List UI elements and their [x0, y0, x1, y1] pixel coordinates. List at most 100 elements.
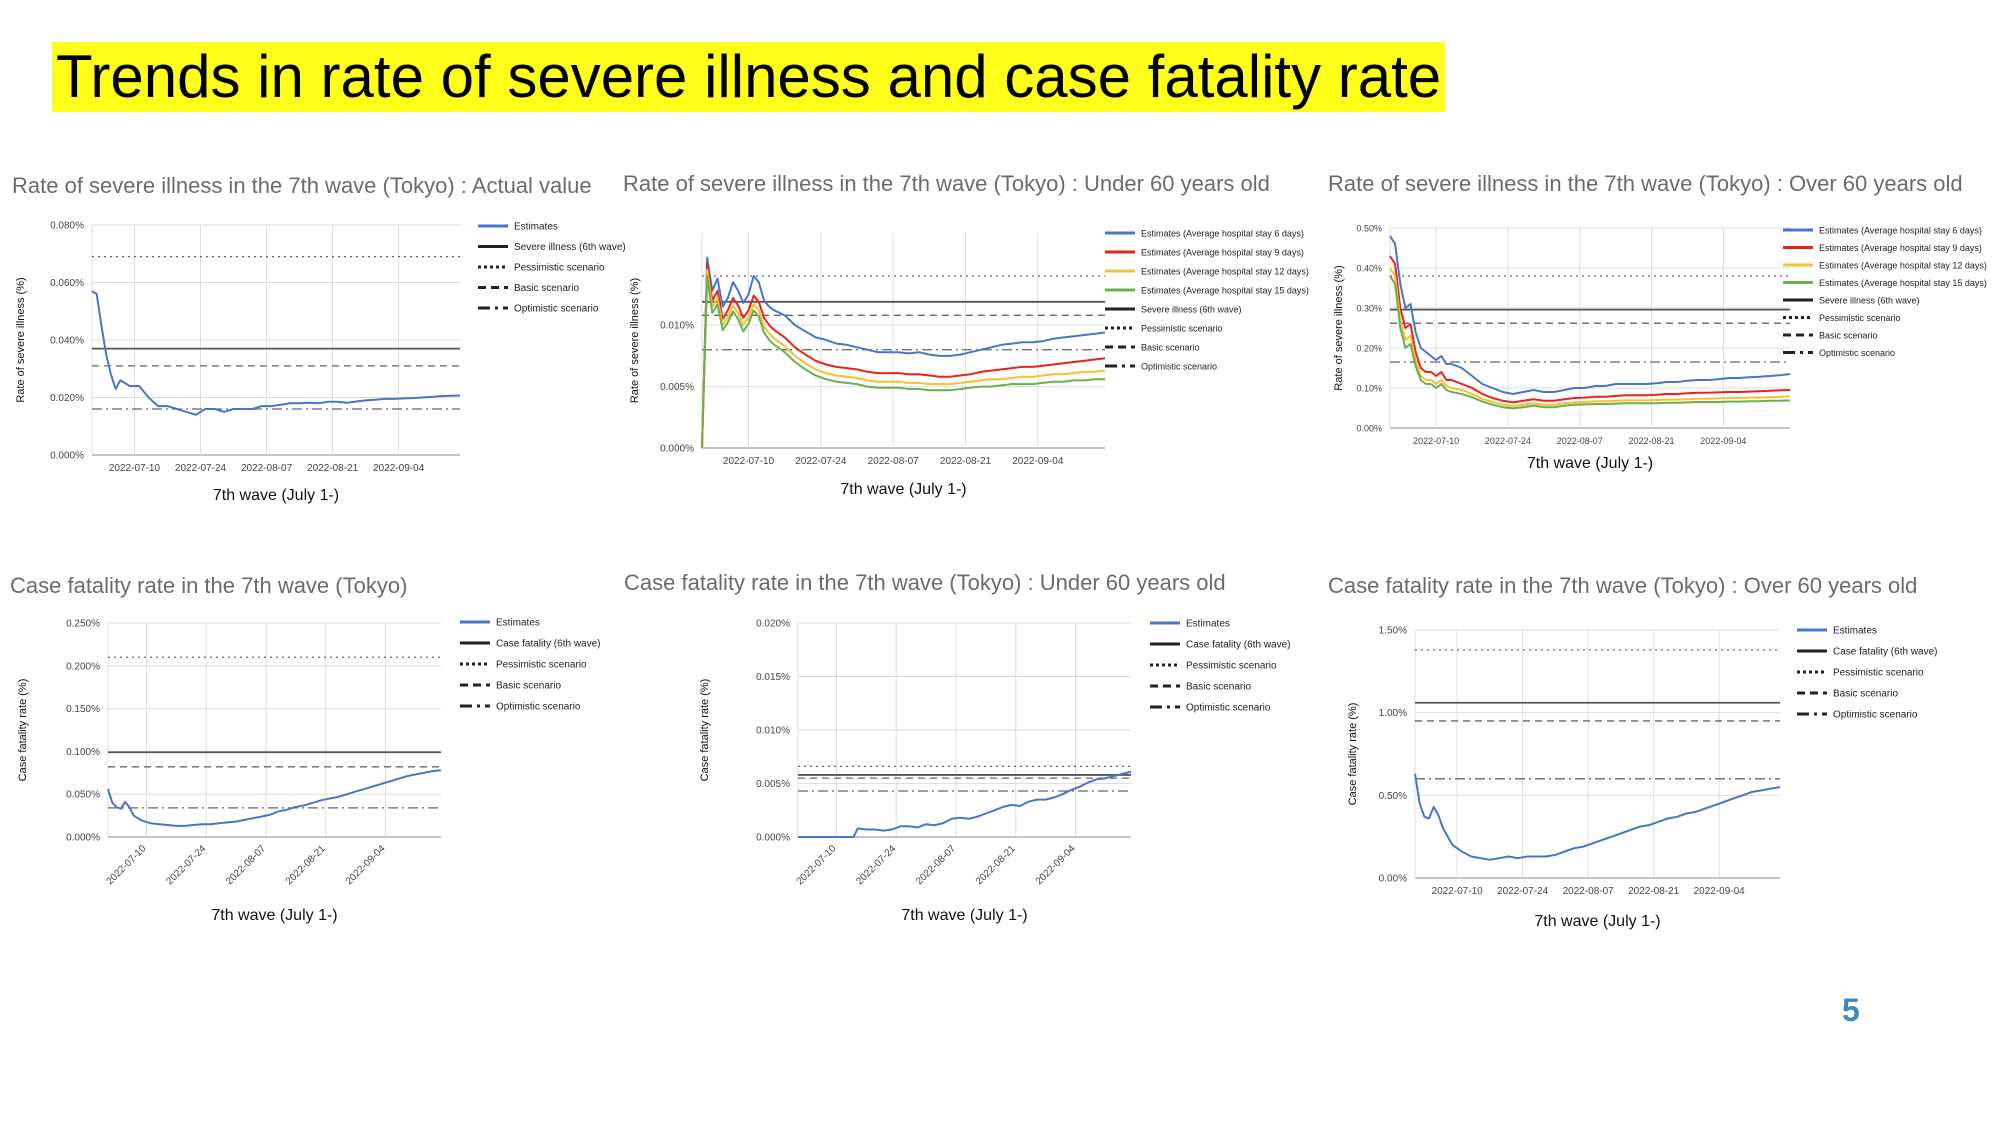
series-line: [701, 262, 1106, 449]
x-tick-label: 2022-08-21: [307, 463, 359, 474]
series-line: [1389, 275, 1791, 410]
chart-panel-fatality-over60: Case fatality rate in the 7th wave (Toky…: [1320, 570, 2000, 940]
legend-label: Estimates: [514, 222, 558, 233]
legend-label: Pessimistic scenario: [496, 660, 587, 671]
chart-panel-fatality-under60: Case fatality rate in the 7th wave (Toky…: [620, 570, 1310, 940]
legend-label: Estimates (Average hospital stay 15 days…: [1819, 278, 1987, 288]
chart-title: Case fatality rate in the 7th wave (Toky…: [624, 570, 1226, 595]
legend-label: Optimistic scenario: [496, 702, 581, 713]
y-tick-label: 0.020%: [756, 619, 790, 630]
x-tick-label: 2022-07-24: [164, 843, 208, 887]
series-line: [701, 256, 1106, 449]
y-tick-label: 0.50%: [1356, 224, 1382, 234]
x-tick-label: 2022-09-04: [1694, 886, 1746, 897]
y-tick-label: 0.010%: [756, 726, 790, 737]
x-tick-label: 2022-07-24: [1485, 436, 1531, 446]
legend-label: Optimistic scenario: [514, 304, 599, 315]
y-tick-label: 0.00%: [1379, 874, 1407, 885]
y-tick-label: 0.10%: [1356, 384, 1382, 394]
x-axis-label: 7th wave (July 1-): [213, 487, 339, 504]
legend-label: Estimates (Average hospital stay 6 days): [1141, 229, 1304, 239]
y-axis-label: Rate of severe illness (%): [629, 278, 641, 403]
chart-panel-fatality-all: Case fatality rate in the 7th wave (Toky…: [0, 570, 630, 940]
series-line: [1389, 235, 1791, 395]
y-tick-label: 0.200%: [66, 661, 100, 672]
x-tick-label: 2022-08-07: [224, 843, 268, 887]
legend-label: Estimates: [1186, 619, 1230, 630]
legend-label: Basic scenario: [514, 283, 579, 294]
y-tick-label: 0.00%: [1356, 424, 1382, 434]
legend-label: Optimistic scenario: [1186, 703, 1271, 714]
legend-label: Pessimistic scenario: [1819, 313, 1901, 323]
x-tick-label: 2022-07-10: [1413, 436, 1459, 446]
x-tick-label: 2022-07-24: [175, 463, 227, 474]
series-line: [1414, 773, 1781, 861]
x-tick-label: 2022-08-21: [1628, 886, 1680, 897]
x-tick-label: 2022-07-24: [795, 456, 847, 467]
series-line: [1389, 255, 1791, 404]
y-axis-label: Case fatality rate (%): [699, 679, 711, 782]
y-tick-label: 0.000%: [660, 444, 694, 455]
legend-label: Optimistic scenario: [1833, 710, 1918, 721]
series-line: [798, 770, 1132, 838]
y-tick-label: 0.060%: [50, 278, 84, 289]
legend-label: Estimates (Average hospital stay 15 days…: [1141, 286, 1309, 296]
x-tick-label: 2022-07-10: [105, 843, 149, 887]
slide-title: Trends in rate of severe illness and cas…: [52, 42, 1446, 112]
series-line: [701, 275, 1105, 449]
y-tick-label: 0.005%: [660, 382, 694, 393]
legend-label: Estimates (Average hospital stay 9 days): [1819, 243, 1982, 253]
y-tick-label: 0.005%: [756, 779, 790, 790]
x-tick-label: 2022-08-21: [940, 456, 992, 467]
y-tick-label: 0.080%: [50, 221, 84, 232]
x-tick-label: 2022-08-07: [914, 843, 958, 887]
x-tick-label: 2022-08-07: [1563, 886, 1615, 897]
legend-label: Basic scenario: [496, 681, 561, 692]
chart-title: Rate of severe illness in the 7th wave (…: [1328, 171, 1963, 196]
x-tick-label: 2022-08-21: [284, 843, 328, 887]
x-tick-label: 2022-07-24: [1497, 886, 1549, 897]
legend-label: Case fatality (6th wave): [1833, 647, 1938, 658]
legend-label: Pessimistic scenario: [1141, 324, 1223, 334]
legend-label: Basic scenario: [1833, 689, 1898, 700]
y-tick-label: 0.30%: [1356, 304, 1382, 314]
x-tick-label: 2022-08-21: [1629, 436, 1675, 446]
y-tick-label: 0.000%: [756, 833, 790, 844]
chart-panel-severe-actual: Rate of severe illness in the 7th wave (…: [0, 168, 630, 528]
chart-svg: 0.00% 0.10% 0.20% 0.30% 0.40% 0.50% 2022-07-10…: [1333, 224, 1987, 473]
y-tick-label: 1.00%: [1379, 708, 1407, 719]
legend-label: Case fatality (6th wave): [1186, 640, 1291, 651]
legend-label: Estimates: [496, 618, 540, 629]
legend-label: Case fatality (6th wave): [496, 639, 601, 650]
y-tick-label: 0.40%: [1356, 264, 1382, 274]
chart-svg: 0.000% 0.005% 0.010% 2022-07-10 2022-07-24 20…: [629, 229, 1309, 499]
y-tick-label: 0.050%: [66, 790, 100, 801]
x-tick-label: 2022-09-04: [373, 463, 425, 474]
legend-label: Pessimistic scenario: [1186, 661, 1277, 672]
series-line: [1389, 267, 1791, 407]
chart-title: Case fatality rate in the 7th wave (Toky…: [1328, 573, 1918, 598]
series-line: [107, 769, 442, 827]
y-tick-label: 0.000%: [66, 833, 100, 844]
x-tick-label: 2022-07-10: [723, 456, 775, 467]
x-tick-label: 2022-08-07: [1557, 436, 1603, 446]
x-tick-label: 2022-07-10: [1432, 886, 1484, 897]
legend-label: Estimates (Average hospital stay 12 days…: [1819, 261, 1987, 271]
x-tick-label: 2022-08-07: [241, 463, 293, 474]
legend-label: Pessimistic scenario: [1833, 668, 1924, 679]
chart-svg: 0.00% 0.50% 1.00% 1.50% 2022-07-10 2022-07-24…: [1347, 626, 1938, 931]
x-tick-label: 2022-09-04: [344, 843, 388, 887]
chart-svg: 0.000% 0.005% 0.010% 0.015% 0.020% 2022-07-10…: [699, 619, 1291, 925]
series-line: [701, 268, 1106, 449]
y-tick-label: 0.250%: [66, 619, 100, 630]
y-tick-label: 0.000%: [50, 451, 84, 462]
y-tick-label: 0.015%: [756, 672, 790, 683]
chart-title: Rate of severe illness in the 7th wave (…: [623, 171, 1270, 196]
legend-label: Estimates (Average hospital stay 12 days…: [1141, 267, 1309, 277]
legend-label: Severe illness (6th wave): [1819, 296, 1920, 306]
legend-label: Pessimistic scenario: [514, 263, 605, 274]
x-axis-label: 7th wave (July 1-): [901, 907, 1027, 924]
legend-label: Estimates: [1833, 626, 1877, 637]
legend-label: Severe illness (6th wave): [514, 242, 626, 253]
legend-label: Basic scenario: [1141, 343, 1200, 353]
